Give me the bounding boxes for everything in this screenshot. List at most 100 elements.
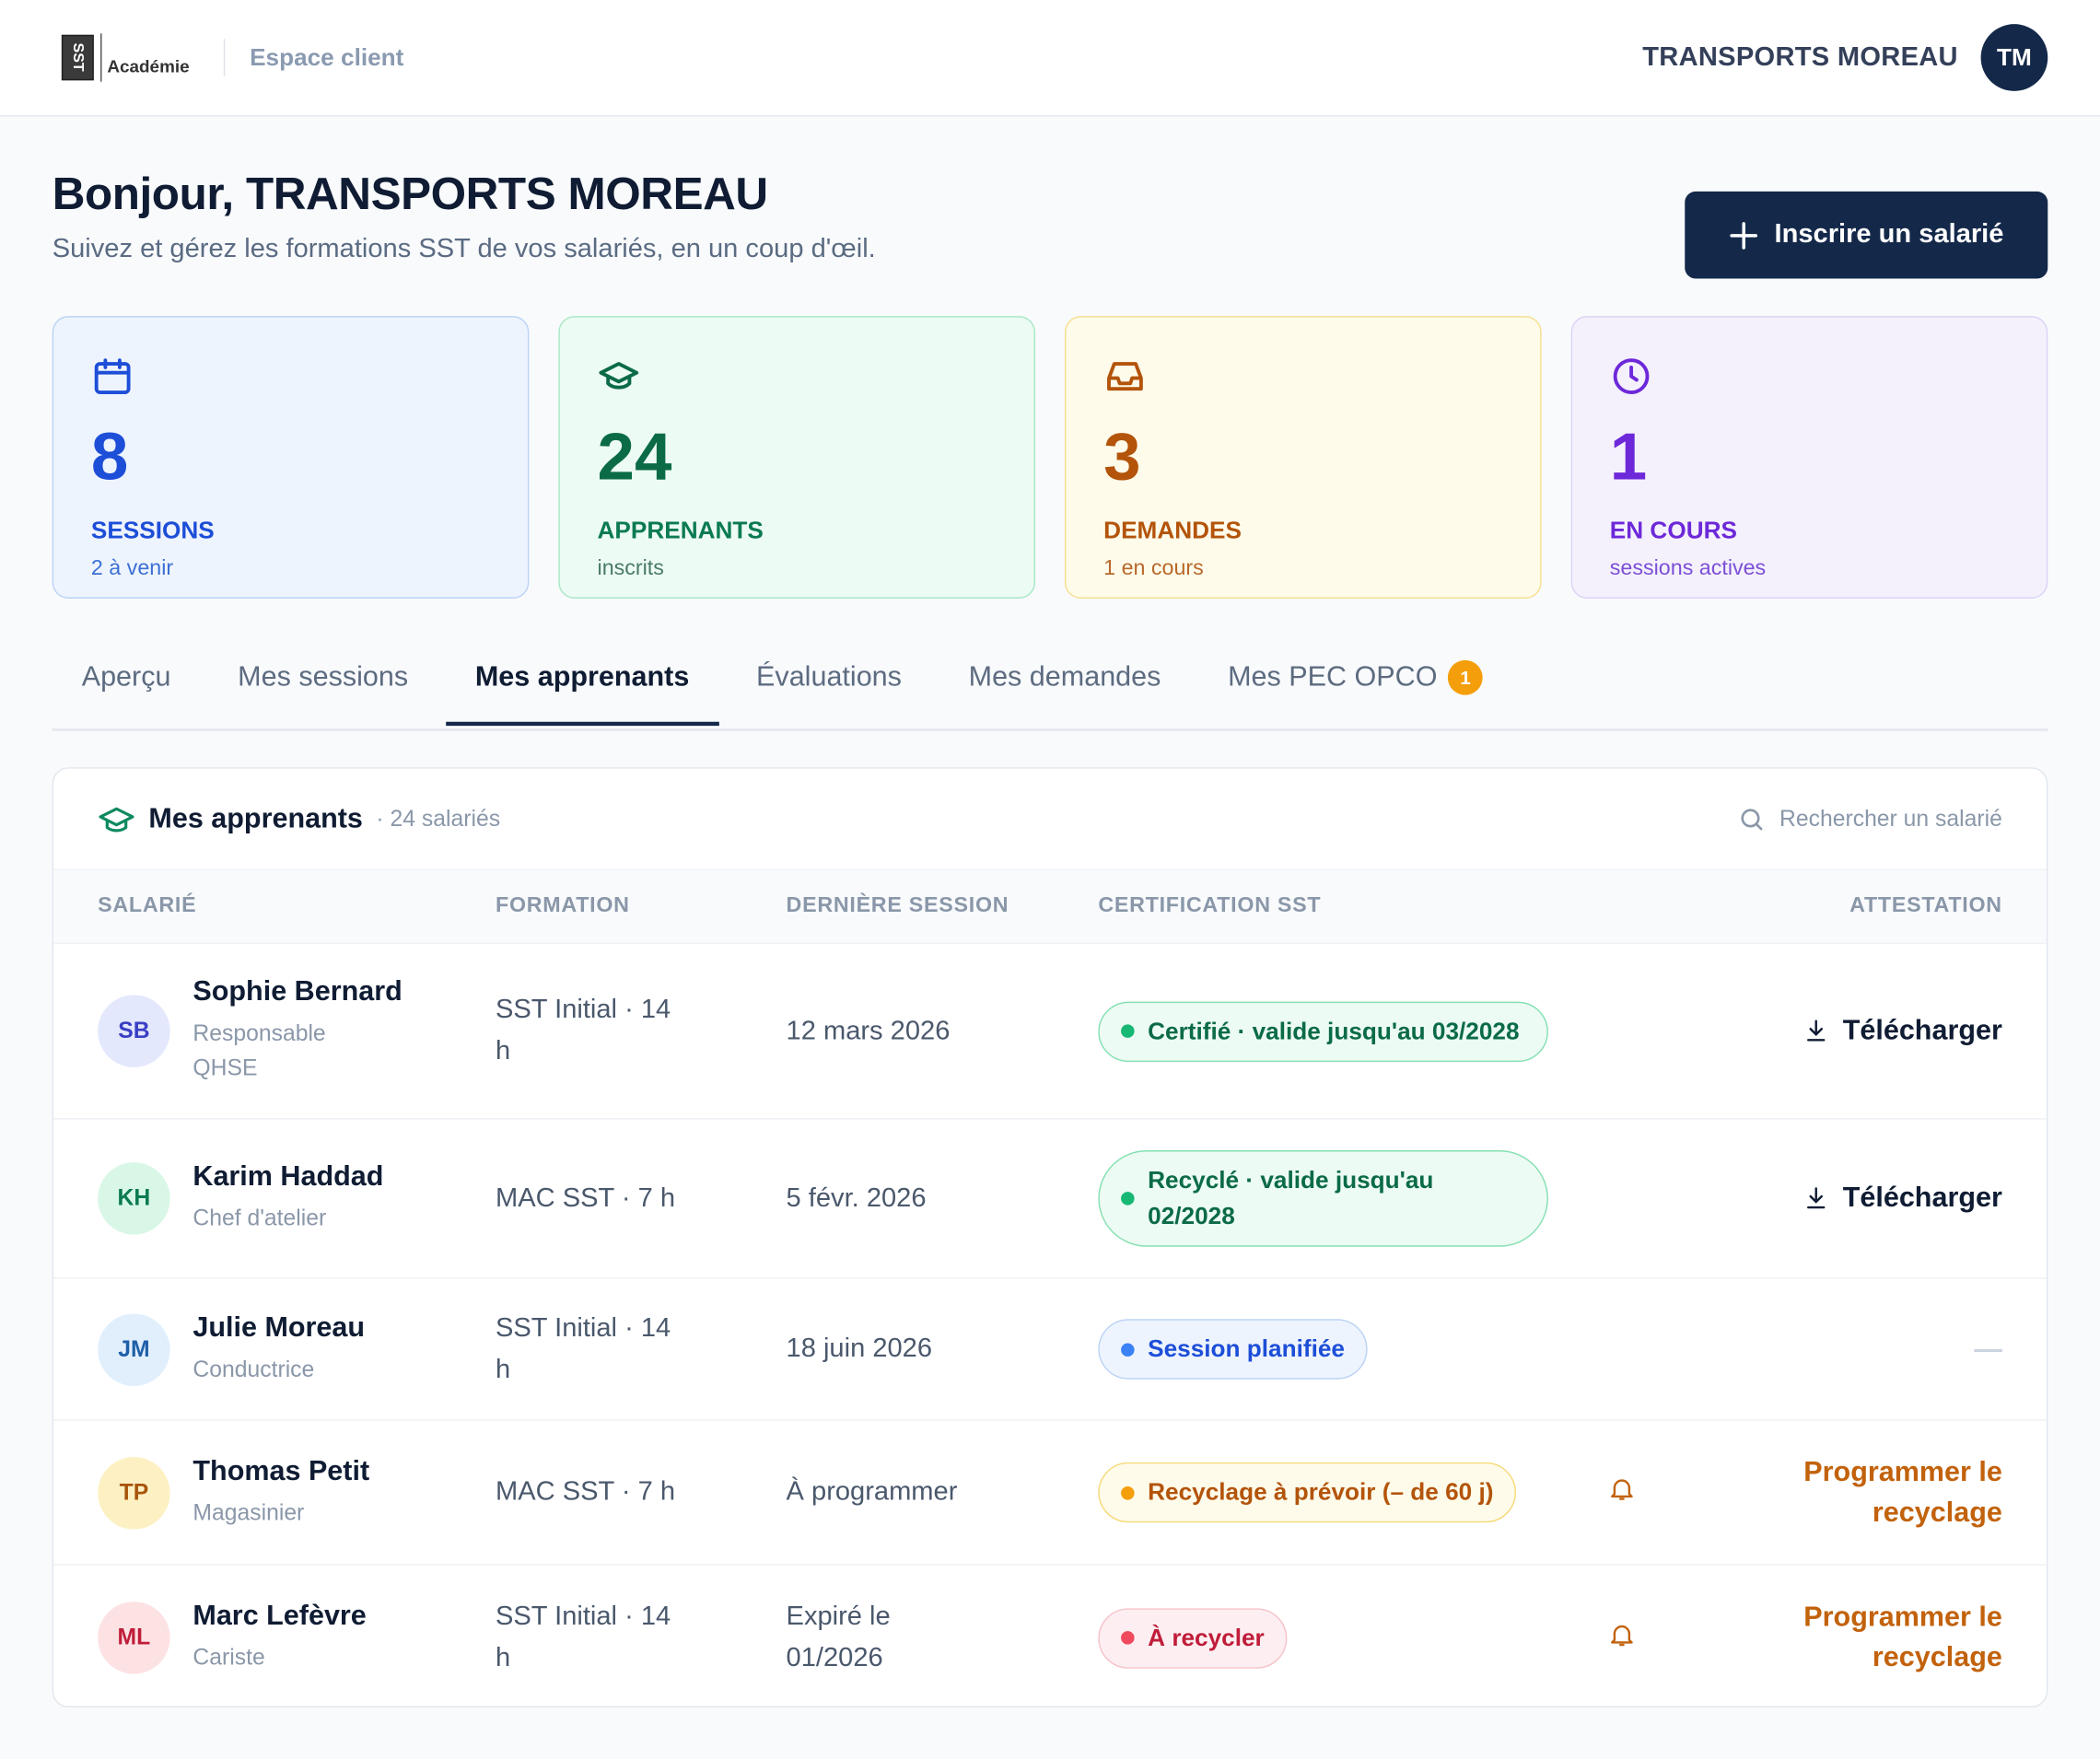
stat-card: 8 SESSIONS 2 à venir xyxy=(52,316,530,599)
table-body: SB Sophie Bernard Responsable QHSE SST Init… xyxy=(53,944,2047,1707)
avatar: ML xyxy=(98,1602,170,1674)
learners-panel: Mes apprenants · 24 salariés Rechercher … xyxy=(52,767,2048,1707)
attestation-text: — xyxy=(1974,1333,2002,1364)
avatar: KH xyxy=(98,1162,170,1235)
status-pill: Session planifiée xyxy=(1098,1319,1368,1380)
formation: SST Initial · 14 h xyxy=(496,995,671,1066)
table-row: TP Thomas Petit Magasinier MAC SST · 7 h À p… xyxy=(53,1421,2047,1566)
last-session: 5 févr. 2026 xyxy=(786,1182,927,1213)
stat-label: EN COURS xyxy=(1609,517,1737,544)
certification: Certifié · valide jusqu'au 03/2028 xyxy=(1098,1000,1607,1062)
status-dot xyxy=(1121,1342,1135,1357)
tab[interactable]: Mes sessions xyxy=(208,648,438,726)
stat-sub: 2 à venir xyxy=(90,556,174,580)
greeting-title: Bonjour, TRANSPORTS MOREAU xyxy=(52,169,768,220)
certification: À recycler xyxy=(1098,1607,1607,1669)
last-session: 18 juin 2026 xyxy=(786,1334,933,1364)
employee-role: Magasinier xyxy=(192,1498,305,1525)
column-header: DERNIÈRE SESSION xyxy=(786,894,1009,918)
search-icon xyxy=(1740,808,1762,830)
attestation-text: Télécharger xyxy=(1842,1182,2002,1214)
attestation-text: Programmer le recyclage xyxy=(1803,1602,2002,1673)
tab-label: Mes sessions xyxy=(238,661,409,693)
stat-label: SESSIONS xyxy=(90,517,215,544)
enroll-button[interactable]: Inscrire un salarié xyxy=(1685,191,2048,279)
stat-icon xyxy=(94,358,131,394)
table-row: KH Karim Haddad Chef d'atelier MAC SST · 7 … xyxy=(53,1120,2047,1279)
employee-name: Karim Haddad xyxy=(192,1160,384,1193)
separator xyxy=(224,39,226,76)
status-text: Recyclé · valide jusqu'au 02/2028 xyxy=(1148,1166,1434,1229)
logo: SST Académie xyxy=(61,33,190,82)
stat-card: 3 DEMANDES 1 en cours xyxy=(1064,316,1542,599)
tab-label: Évaluations xyxy=(756,661,902,693)
tab[interactable]: Mes demandes xyxy=(939,648,1191,726)
certification: Recyclage à prévoir (– de 60 j) xyxy=(1098,1462,1607,1523)
stat-label: DEMANDES xyxy=(1103,517,1242,544)
column-header: FORMATION xyxy=(496,894,630,918)
table-row: JM Julie Moreau Conductrice SST Initial · 1… xyxy=(53,1279,2047,1421)
stat-cards: 8 SESSIONS 2 à venir 24 APPRENANTS inscrits 3 D… xyxy=(52,316,2048,599)
formation: SST Initial · 14 h xyxy=(496,1602,671,1673)
employee-info: Karim Haddad Chef d'atelier xyxy=(192,1161,383,1236)
section-label: Espace client xyxy=(250,43,404,71)
last-session: À programmer xyxy=(786,1476,958,1507)
alert-cell xyxy=(1607,1474,1687,1510)
stat-value: 24 xyxy=(597,419,672,495)
tab[interactable]: Évaluations xyxy=(727,648,931,726)
stat-sub: 1 en cours xyxy=(1103,556,1204,580)
greeting-subtitle: Suivez et gérez les formations SST de vo… xyxy=(52,234,876,264)
employee-name: Thomas Petit xyxy=(192,1454,370,1486)
last-session: Expiré le 01/2026 xyxy=(786,1602,891,1673)
employee-info: Julie Moreau Conductrice xyxy=(192,1311,365,1386)
column-header: ATTESTATION xyxy=(1849,894,2002,918)
tab[interactable]: Aperçu xyxy=(52,648,201,726)
stat-icon xyxy=(599,362,639,390)
download-icon xyxy=(1806,1019,1826,1042)
formation: MAC SST · 7 h xyxy=(496,1476,676,1507)
status-text: À recycler xyxy=(1148,1624,1265,1651)
employee: TP Thomas Petit Magasinier xyxy=(98,1455,496,1530)
status-pill: Recyclé · valide jusqu'au 02/2028 xyxy=(1098,1150,1548,1247)
tab-label: Mes demandes xyxy=(968,661,1161,693)
employee-info: Sophie Bernard Responsable QHSE xyxy=(192,976,402,1086)
employee-name: Julie Moreau xyxy=(192,1311,366,1343)
formation: MAC SST · 7 h xyxy=(496,1182,676,1213)
stat-value: 1 xyxy=(1609,419,1648,495)
employee-info: Marc Lefèvre Cariste xyxy=(192,1601,366,1675)
column-header: CERTIFICATION SST xyxy=(1098,894,1322,918)
attestation[interactable]: Télécharger xyxy=(1687,1011,2002,1052)
attestation[interactable]: Programmer le recyclage xyxy=(1687,1598,2002,1678)
panel-header: Mes apprenants · 24 salariés Rechercher … xyxy=(53,769,2047,871)
status-pill: Certifié · valide jusqu'au 03/2028 xyxy=(1098,1000,1548,1062)
attestation[interactable]: Programmer le recyclage xyxy=(1687,1452,2002,1532)
table-row: ML Marc Lefèvre Cariste SST Initial · 14 h E… xyxy=(53,1566,2047,1707)
employee-info: Thomas Petit Magasinier xyxy=(192,1455,369,1530)
status-dot xyxy=(1121,1024,1135,1038)
tab[interactable]: Mes PEC OPCO 1 xyxy=(1198,648,1512,726)
employee-role: Cariste xyxy=(192,1644,265,1671)
employee: KH Karim Haddad Chef d'atelier xyxy=(98,1161,496,1236)
employee-name: Marc Lefèvre xyxy=(192,1600,367,1632)
employee-role: Chef d'atelier xyxy=(192,1205,327,1231)
bell-icon xyxy=(1611,1479,1633,1500)
tab-label: Mes apprenants xyxy=(474,661,690,693)
avatar: JM xyxy=(98,1312,170,1386)
employee-role: Responsable QHSE xyxy=(192,1020,326,1081)
stat-label: APPRENANTS xyxy=(597,517,764,544)
attestation[interactable]: Télécharger xyxy=(1687,1179,2002,1219)
status-text: Certifié · valide jusqu'au 03/2028 xyxy=(1148,1017,1520,1044)
user-avatar[interactable]: TM xyxy=(1980,24,2048,91)
alert-cell xyxy=(1607,1620,1687,1656)
employee-role: Conductrice xyxy=(192,1356,315,1381)
employee: SB Sophie Bernard Responsable QHSE xyxy=(98,976,496,1086)
tab[interactable]: Mes apprenants xyxy=(445,648,719,727)
bell-icon xyxy=(1611,1625,1633,1646)
status-dot xyxy=(1121,1192,1135,1206)
search-box[interactable]: Rechercher un salarié xyxy=(1739,806,2002,833)
stat-icon xyxy=(1613,358,1650,394)
attestation-text: Programmer le recyclage xyxy=(1803,1456,2002,1528)
status-dot xyxy=(1121,1485,1135,1499)
